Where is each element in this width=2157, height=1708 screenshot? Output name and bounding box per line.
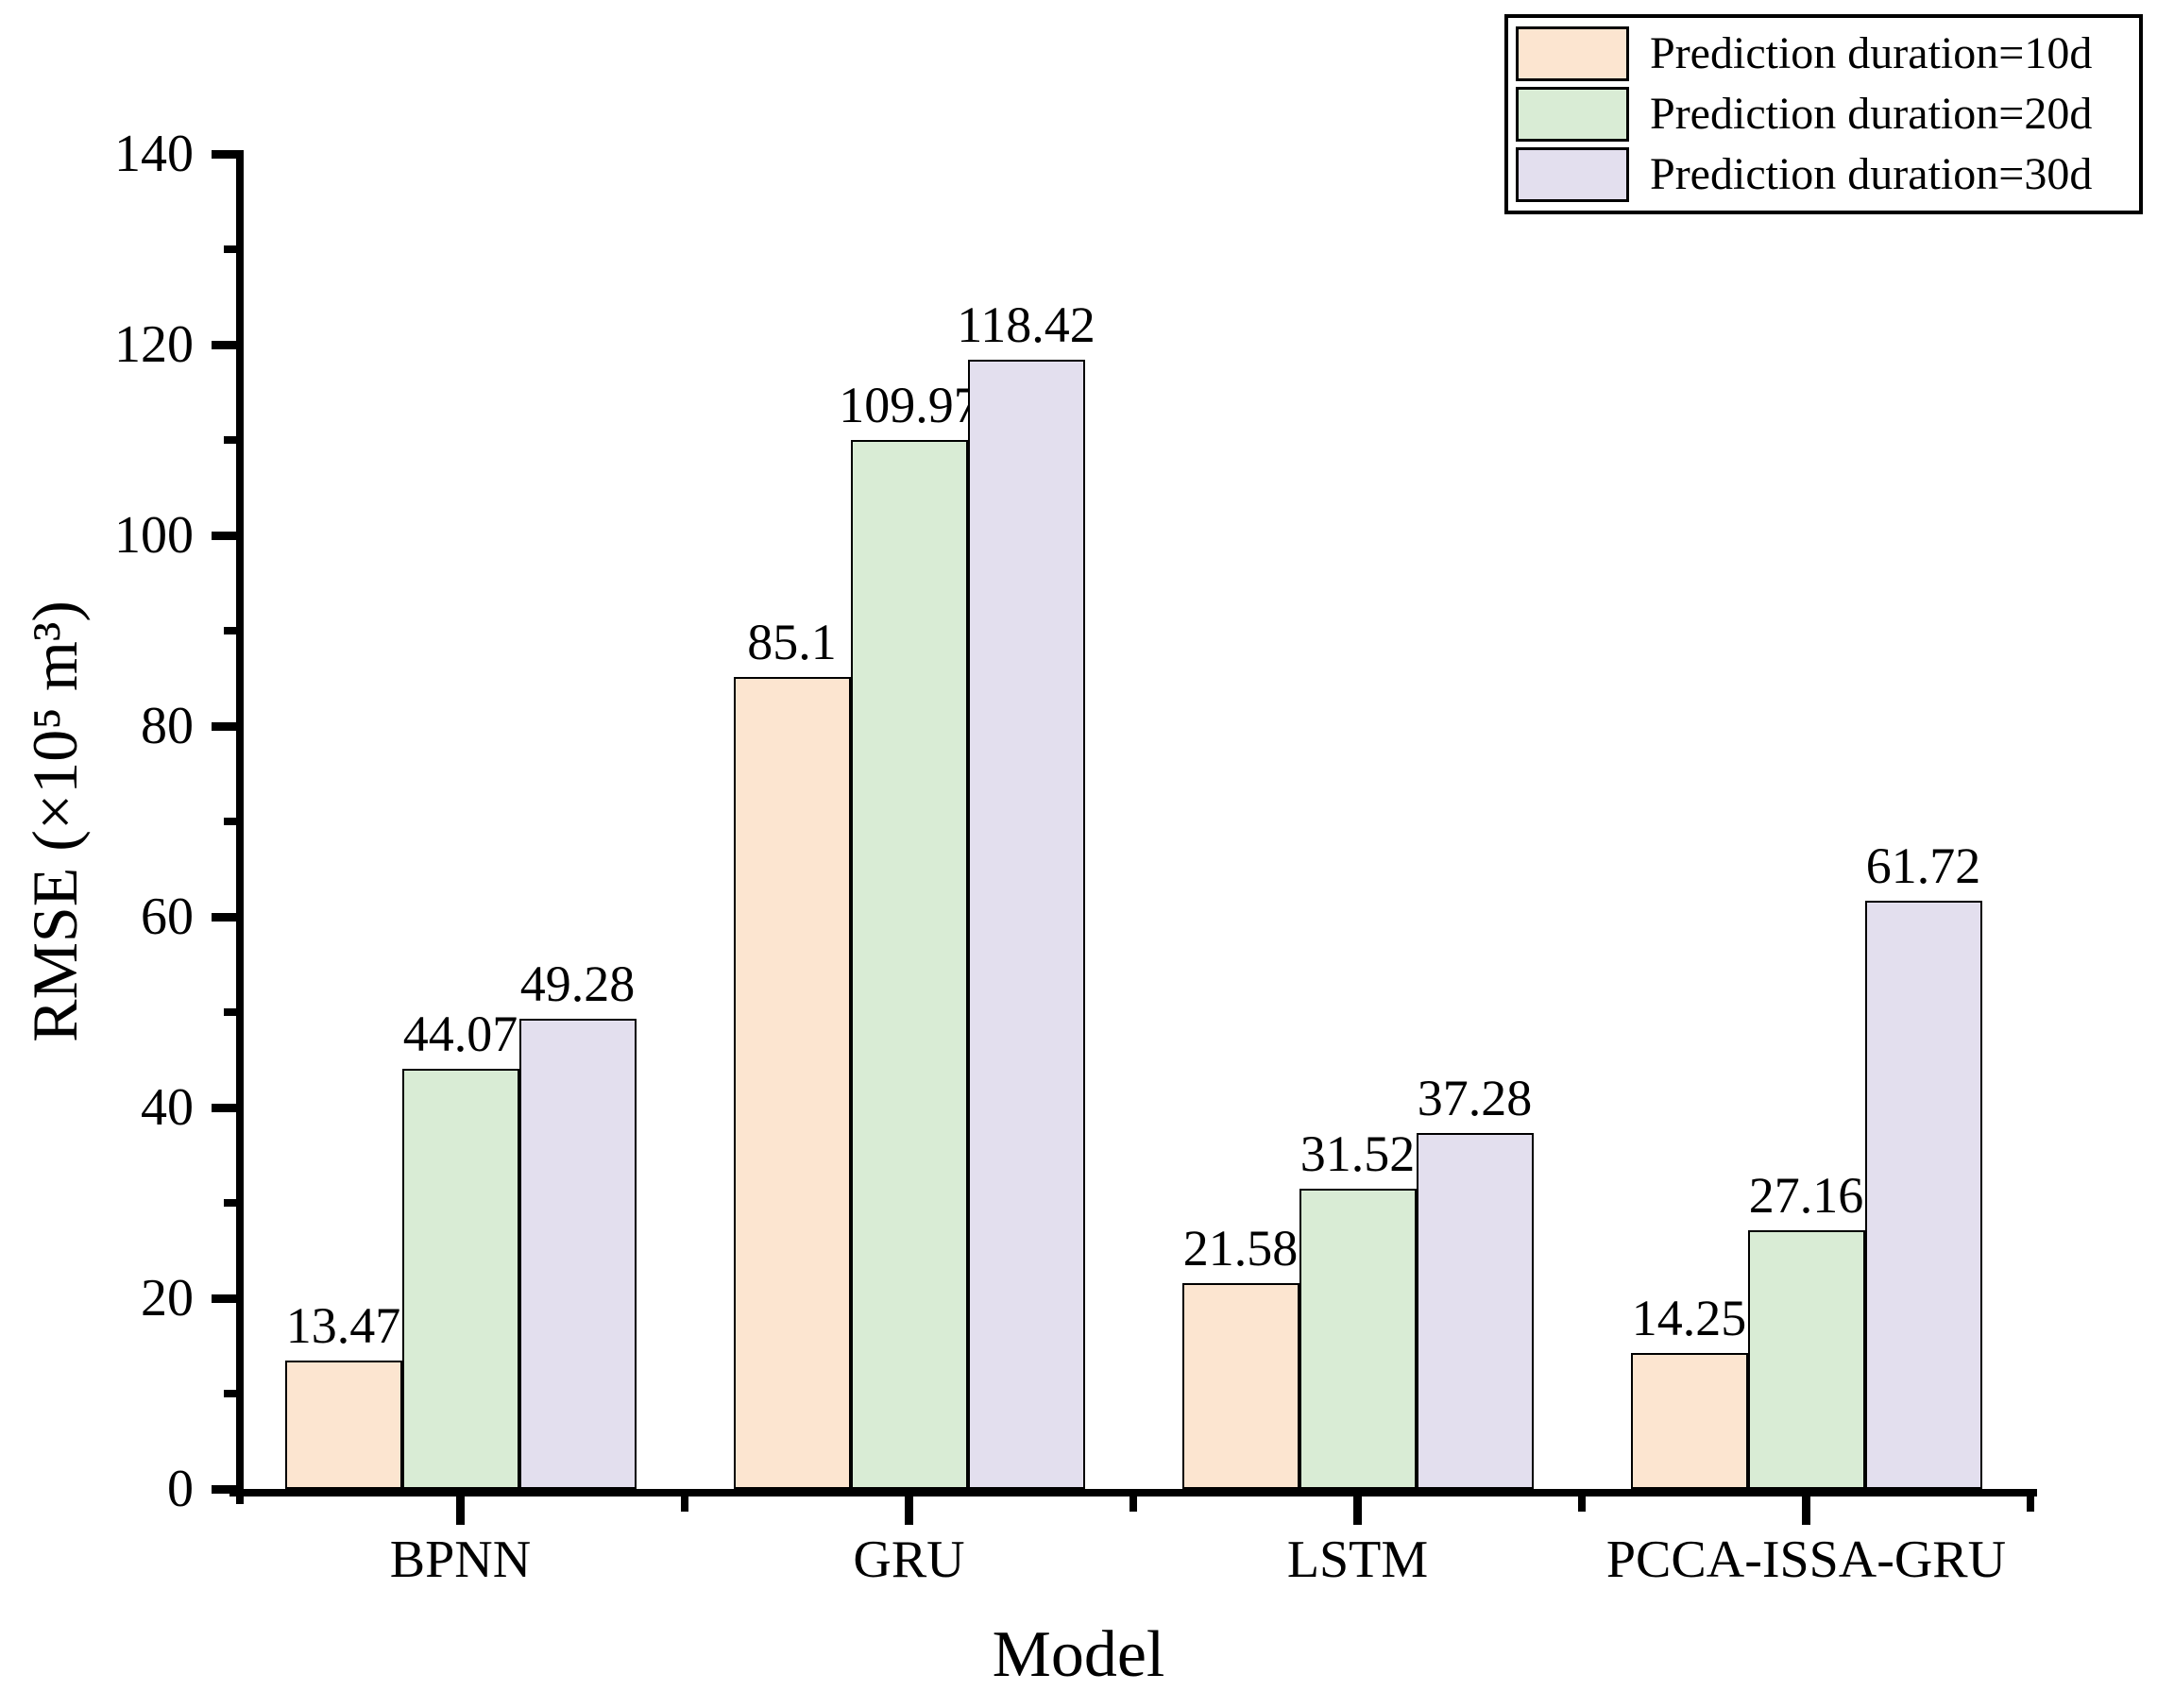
bar [1181,1283,1299,1489]
legend-label: Prediction duration=10d [1650,28,2093,78]
y-axis-title: RMSE (×10⁵ m³) [19,600,91,1042]
y-minor-tick [224,436,236,444]
legend-row: Prediction duration=30d [1516,147,2132,202]
y-major-tick [212,1294,236,1303]
bar [967,360,1085,1489]
x-major-tick [905,1497,913,1525]
y-major-tick [212,912,236,922]
x-category-label: PCCA-ISSA-GRU [1605,1530,2007,1589]
bar-value-label: 31.52 [1299,1125,1416,1182]
legend-label: Prediction duration=30d [1650,149,2093,199]
bar [1416,1133,1534,1489]
x-minor-tick [2027,1497,2034,1512]
bar-value-label: 118.42 [957,296,1095,353]
bar-value-label: 21.58 [1182,1220,1299,1277]
bar [1864,901,1982,1489]
y-major-tick [212,340,236,349]
legend: Prediction duration=10d Prediction durati… [1504,14,2143,214]
y-tick-label: 120 [114,315,194,374]
x-minor-tick [681,1497,688,1512]
bar [850,440,968,1489]
legend-row: Prediction duration=10d [1516,26,2132,81]
x-category-label: GRU [853,1530,965,1589]
bar-value-label: 85.1 [747,614,837,670]
bar-value-label: 49.28 [519,955,636,1012]
bar-value-label: 14.25 [1631,1290,1747,1346]
bar-value-label: 44.07 [402,1006,518,1062]
y-tick-label: 40 [141,1078,194,1137]
bar [733,677,851,1489]
y-major-tick [212,721,236,731]
x-axis-line [229,1489,2037,1497]
bar [401,1069,519,1489]
y-major-tick [212,1103,236,1112]
bar [1747,1230,1865,1489]
bar-value-label: 37.28 [1417,1070,1533,1126]
y-minor-tick [224,1199,236,1207]
x-category-label: LSTM [1286,1530,1429,1589]
y-tick-label: 60 [141,888,194,946]
bar [1630,1353,1748,1489]
legend-color-swatch [1516,26,1629,81]
bar-value-label: 61.72 [1865,837,1981,894]
y-minor-tick [224,1008,236,1016]
y-major-tick [212,149,236,159]
y-axis-line [236,150,244,1504]
y-tick-label: 140 [114,125,194,183]
y-minor-tick [224,1390,236,1397]
x-major-tick [1353,1497,1362,1525]
y-tick-label: 0 [167,1460,194,1518]
bar [1299,1189,1417,1489]
legend-label: Prediction duration=20d [1650,89,2093,139]
y-minor-tick [224,245,236,253]
legend-color-swatch [1516,87,1629,142]
y-minor-tick [224,627,236,634]
x-minor-tick [1129,1497,1137,1512]
bar [518,1019,637,1489]
y-major-tick [212,531,236,540]
x-minor-tick [1578,1497,1586,1512]
legend-row: Prediction duration=20d [1516,87,2132,142]
x-major-tick [456,1497,465,1525]
bar-value-label: 109.97 [839,377,979,433]
legend-color-swatch [1516,147,1629,202]
bar [284,1361,402,1489]
y-tick-label: 100 [114,506,194,565]
y-major-tick [212,1484,236,1494]
y-minor-tick [224,818,236,825]
x-major-tick [1802,1497,1810,1525]
y-tick-label: 80 [141,697,194,755]
bar-value-label: 13.47 [285,1297,401,1354]
x-axis-title: Model [992,1618,1165,1691]
y-tick-label: 20 [141,1269,194,1328]
bar-value-label: 27.16 [1748,1167,1864,1224]
x-category-label: BPNN [389,1530,532,1589]
